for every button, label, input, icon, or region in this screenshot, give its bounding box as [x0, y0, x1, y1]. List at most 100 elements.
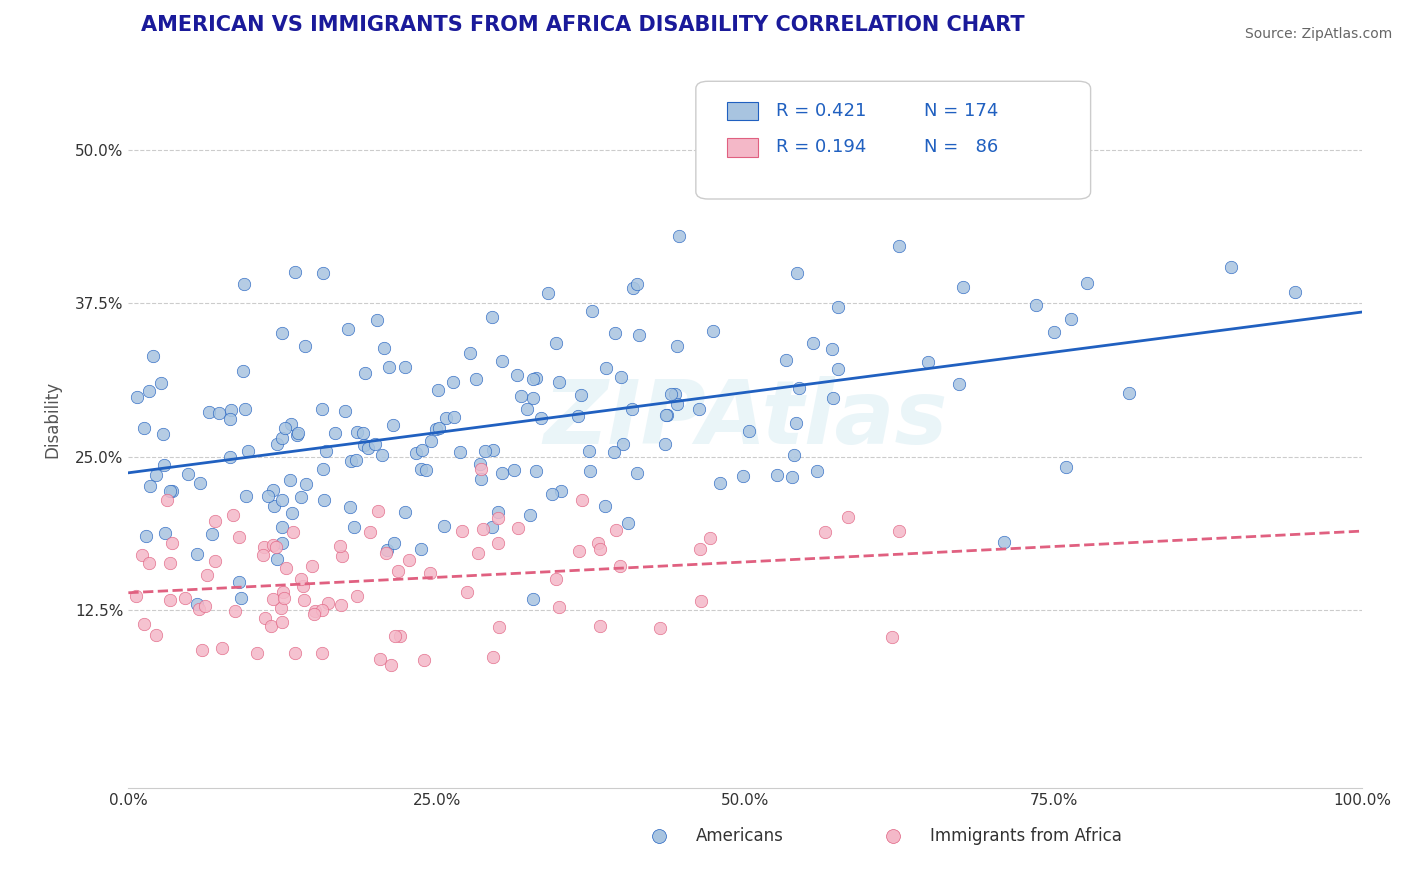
Point	[419, 566, 441, 580]
Point	[648, 836, 671, 850]
Point	[236, 444, 259, 458]
Point	[271, 585, 294, 599]
Text: Immigrants from Africa: Immigrants from Africa	[931, 827, 1122, 845]
Point	[398, 553, 420, 567]
Text: R = 0.421: R = 0.421	[776, 102, 866, 120]
Point	[389, 629, 412, 643]
Point	[486, 505, 509, 519]
Point	[201, 527, 224, 541]
Point	[470, 457, 492, 471]
Point	[568, 543, 591, 558]
Point	[263, 499, 285, 513]
Point	[450, 445, 472, 459]
Point	[174, 591, 197, 605]
Point	[626, 467, 648, 481]
Point	[195, 568, 218, 582]
Text: N =   86: N = 86	[924, 138, 998, 156]
Point	[650, 621, 672, 635]
Point	[270, 600, 292, 615]
Point	[1043, 326, 1066, 340]
Point	[524, 464, 547, 478]
Point	[198, 405, 221, 419]
Point	[370, 652, 392, 666]
Point	[138, 384, 160, 398]
Point	[159, 593, 181, 607]
Point	[264, 541, 287, 555]
Point	[664, 387, 686, 401]
Point	[709, 475, 731, 490]
Point	[290, 572, 312, 586]
Point	[311, 603, 333, 617]
Point	[821, 391, 844, 405]
Point	[481, 310, 503, 325]
Point	[311, 646, 333, 660]
Point	[357, 441, 380, 455]
Point	[654, 437, 676, 451]
Point	[228, 574, 250, 589]
Point	[467, 546, 489, 560]
Y-axis label: Disability: Disability	[44, 381, 60, 458]
Point	[274, 560, 297, 574]
Point	[366, 313, 388, 327]
Point	[569, 388, 592, 402]
Point	[765, 468, 787, 483]
Point	[312, 266, 335, 280]
Point	[443, 410, 465, 425]
Point	[581, 303, 603, 318]
Point	[411, 442, 433, 457]
Point	[271, 615, 294, 629]
Point	[145, 467, 167, 482]
Point	[655, 409, 678, 423]
Point	[702, 324, 724, 338]
Point	[232, 364, 254, 378]
Point	[159, 556, 181, 570]
Point	[340, 454, 363, 468]
Text: Source: ZipAtlas.com: Source: ZipAtlas.com	[1244, 27, 1392, 41]
Point	[219, 402, 242, 417]
Point	[253, 611, 276, 625]
Point	[481, 520, 503, 534]
Point	[290, 490, 312, 504]
Point	[337, 322, 360, 336]
Point	[153, 526, 176, 541]
Point	[262, 483, 284, 497]
Point	[626, 277, 648, 291]
Point	[887, 524, 910, 538]
Point	[993, 535, 1015, 549]
Point	[252, 548, 274, 562]
Point	[186, 597, 208, 611]
Point	[827, 362, 849, 376]
Point	[274, 421, 297, 435]
Point	[427, 383, 450, 397]
Point	[456, 585, 478, 599]
Point	[235, 489, 257, 503]
Point	[314, 493, 336, 508]
Point	[228, 530, 250, 544]
Point	[578, 443, 600, 458]
Point	[291, 579, 314, 593]
Point	[522, 391, 544, 405]
Point	[375, 543, 398, 558]
Point	[821, 342, 844, 356]
Point	[271, 492, 294, 507]
Point	[738, 424, 761, 438]
Point	[131, 548, 153, 562]
Point	[510, 389, 533, 403]
Point	[522, 592, 544, 607]
Point	[266, 437, 288, 451]
Point	[474, 443, 496, 458]
Point	[547, 375, 569, 389]
Point	[627, 328, 650, 343]
Point	[610, 369, 633, 384]
Point	[294, 338, 316, 352]
Point	[135, 528, 157, 542]
Point	[394, 359, 416, 374]
Point	[292, 593, 315, 607]
Point	[411, 541, 433, 556]
Point	[371, 449, 394, 463]
Point	[434, 410, 457, 425]
Point	[364, 437, 387, 451]
Point	[194, 599, 217, 613]
Point	[141, 349, 163, 363]
FancyBboxPatch shape	[727, 138, 758, 157]
